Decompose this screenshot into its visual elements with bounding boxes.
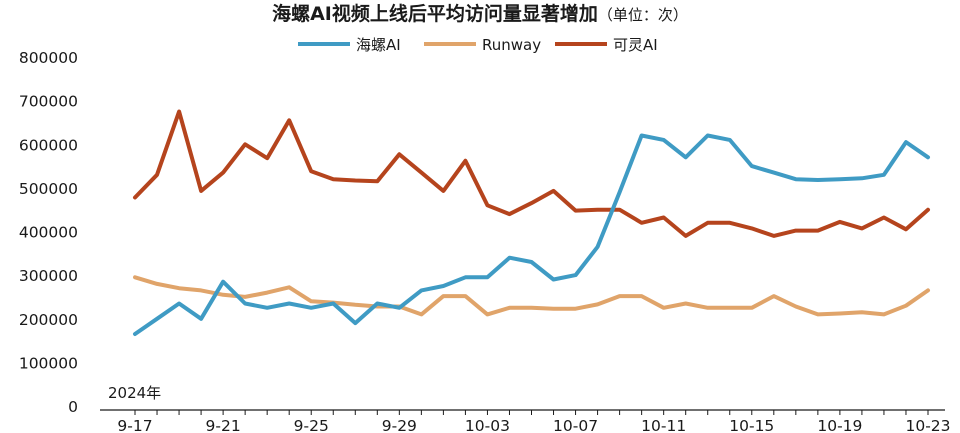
legend-label: 海螺AI [356, 36, 401, 54]
legend-label: Runway [482, 36, 541, 54]
x-tick-label: 10-03 [465, 417, 510, 433]
y-tick-label: 500000 [19, 180, 78, 198]
series-line-0 [133, 133, 930, 336]
chart-title: 海螺AI视频上线后平均访问量显著增加（单位：次） [272, 2, 688, 25]
series-lines [133, 109, 930, 336]
y-tick-label: 400000 [19, 224, 78, 242]
year-label: 2024年 [108, 384, 161, 402]
x-tick-label: 10-15 [729, 417, 774, 433]
x-tick-label: 10-23 [905, 417, 950, 433]
y-axis-tick-labels: 0 100000 200000 300000 400000 500000 600000 700… [19, 49, 78, 416]
y-tick-label: 300000 [19, 267, 78, 285]
y-tick-label: 800000 [19, 49, 78, 67]
x-tick-label: 10-11 [641, 417, 686, 433]
x-tick-label: 9-25 [294, 417, 329, 433]
legend-label: 可灵AI [613, 36, 658, 54]
x-tick-label: 9-29 [382, 417, 417, 433]
chart-title-unit: （单位：次） [598, 6, 688, 24]
x-axis-tick-labels: 9-17 9-21 9-25 9-29 10-03 10-07 10-11 10-15 10-1… [117, 417, 950, 433]
y-tick-label: 200000 [19, 311, 78, 329]
y-tick-label: 600000 [19, 136, 78, 154]
x-tick-label: 9-21 [206, 417, 241, 433]
y-tick-label: 100000 [19, 354, 78, 372]
y-tick-label: 700000 [19, 93, 78, 111]
series-line-2 [133, 109, 930, 238]
x-tick-label: 10-07 [553, 417, 598, 433]
y-tick-label: 0 [68, 398, 78, 416]
x-tick-label: 10-19 [817, 417, 862, 433]
x-axis-tick-marks [134, 410, 929, 415]
series-line-1 [133, 275, 930, 317]
x-tick-label: 9-17 [117, 417, 152, 433]
legend: 海螺AI Runway 可灵AI [298, 36, 658, 54]
chart-title-main: 海螺AI视频上线后平均访问量显著增加 [272, 2, 598, 25]
